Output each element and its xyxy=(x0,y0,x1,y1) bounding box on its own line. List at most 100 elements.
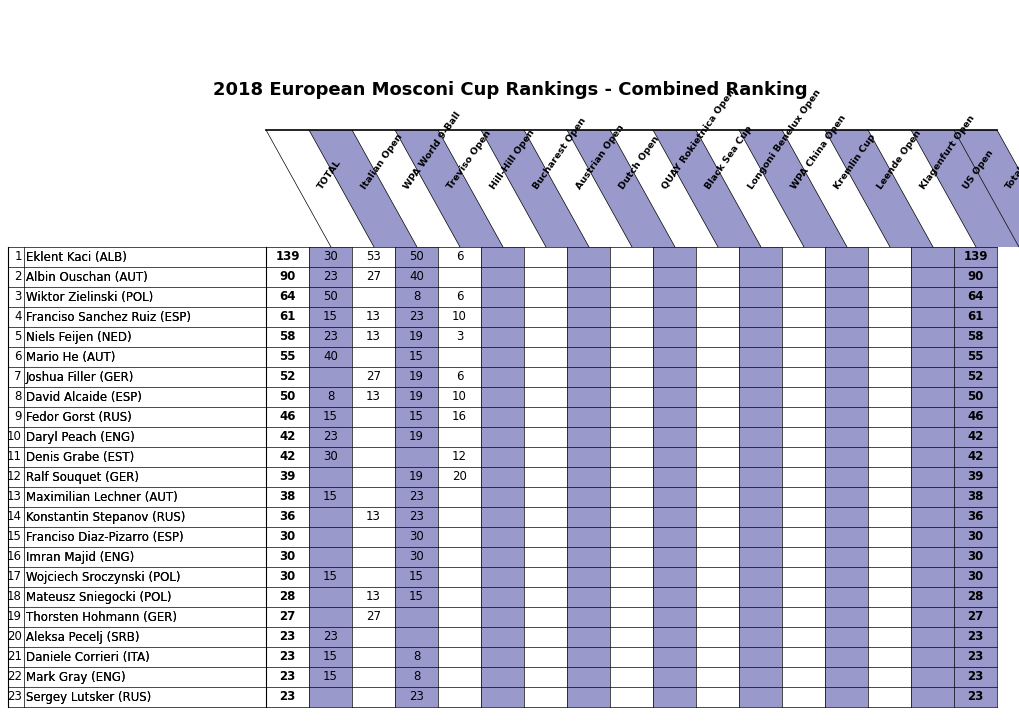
Text: 15: 15 xyxy=(409,350,424,363)
Text: 16: 16 xyxy=(451,410,467,423)
Text: 27: 27 xyxy=(366,611,381,624)
Text: 1: 1 xyxy=(14,250,22,263)
Text: 10: 10 xyxy=(451,311,467,324)
Text: Ralf Souquet (GER): Ralf Souquet (GER) xyxy=(25,471,139,484)
Text: 52: 52 xyxy=(279,371,296,384)
Text: Mark Gray (ENG): Mark Gray (ENG) xyxy=(25,671,125,684)
Text: 18: 18 xyxy=(7,590,22,603)
Text: 28: 28 xyxy=(279,590,296,603)
Text: 61: 61 xyxy=(966,311,982,324)
Text: 20: 20 xyxy=(7,630,22,644)
Text: Daryl Peach (ENG): Daryl Peach (ENG) xyxy=(25,430,135,443)
Text: 58: 58 xyxy=(279,330,296,343)
Text: TOTAL: TOTAL xyxy=(316,158,342,191)
Text: 42: 42 xyxy=(279,430,296,443)
Polygon shape xyxy=(953,130,1019,247)
Text: 23: 23 xyxy=(279,691,296,704)
Text: 40: 40 xyxy=(323,350,337,363)
Text: 90: 90 xyxy=(966,270,982,283)
Text: 6: 6 xyxy=(455,371,463,384)
Text: 16: 16 xyxy=(7,551,22,564)
Text: 23: 23 xyxy=(966,630,982,644)
Text: Daniele Corrieri (ITA): Daniele Corrieri (ITA) xyxy=(25,650,150,663)
Text: 15: 15 xyxy=(323,671,337,684)
Text: 10: 10 xyxy=(451,391,467,404)
Polygon shape xyxy=(652,130,760,247)
Bar xyxy=(910,247,953,707)
Text: Denis Grabe (EST): Denis Grabe (EST) xyxy=(25,451,135,464)
Text: 46: 46 xyxy=(279,410,296,423)
Text: 28: 28 xyxy=(966,590,982,603)
Text: 15: 15 xyxy=(323,570,337,583)
Polygon shape xyxy=(481,130,588,247)
Text: 27: 27 xyxy=(366,371,381,384)
Text: 52: 52 xyxy=(966,371,982,384)
Text: 39: 39 xyxy=(966,471,982,484)
Polygon shape xyxy=(739,130,846,247)
Text: Klagenfurt Open: Klagenfurt Open xyxy=(917,114,975,191)
Text: Joshua Filler (GER): Joshua Filler (GER) xyxy=(25,371,135,384)
Text: 23: 23 xyxy=(323,630,337,644)
Text: Maximilian Lechner (AUT): Maximilian Lechner (AUT) xyxy=(25,490,177,503)
Text: 8: 8 xyxy=(14,391,22,404)
Text: 23: 23 xyxy=(279,650,296,663)
Text: 13: 13 xyxy=(366,330,380,343)
Text: 19: 19 xyxy=(409,391,424,404)
Text: Black Sea Cup: Black Sea Cup xyxy=(703,124,753,191)
Text: Eklent Kaci (ALB): Eklent Kaci (ALB) xyxy=(25,250,126,263)
Text: 23: 23 xyxy=(966,691,982,704)
Text: Mateusz Sniegocki (POL): Mateusz Sniegocki (POL) xyxy=(25,590,171,603)
Text: 6: 6 xyxy=(455,250,463,263)
Text: 3: 3 xyxy=(14,291,22,304)
Text: David Alcaide (ESP): David Alcaide (ESP) xyxy=(25,391,142,404)
Text: Konstantin Stepanov (RUS): Konstantin Stepanov (RUS) xyxy=(25,510,185,523)
Text: 50: 50 xyxy=(279,391,296,404)
Text: Denis Grabe (EST): Denis Grabe (EST) xyxy=(25,451,135,464)
Text: 30: 30 xyxy=(323,250,337,263)
Text: 2: 2 xyxy=(14,270,22,283)
Text: Bucharest Open: Bucharest Open xyxy=(531,116,587,191)
Text: Total: Total xyxy=(1004,164,1019,191)
Text: David Alcaide (ESP): David Alcaide (ESP) xyxy=(25,391,142,404)
Text: Franciso Sanchez Ruiz (ESP): Franciso Sanchez Ruiz (ESP) xyxy=(25,311,191,324)
Text: 14: 14 xyxy=(7,510,22,523)
Text: 12: 12 xyxy=(7,471,22,484)
Text: 64: 64 xyxy=(966,291,982,304)
Text: 15: 15 xyxy=(409,410,424,423)
Text: 50: 50 xyxy=(323,291,337,304)
Bar xyxy=(652,247,695,707)
Text: 15: 15 xyxy=(323,650,337,663)
Text: 13: 13 xyxy=(366,590,380,603)
Text: Maximilian Lechner (AUT): Maximilian Lechner (AUT) xyxy=(25,490,177,503)
Bar xyxy=(567,247,609,707)
Text: Mario He (AUT): Mario He (AUT) xyxy=(25,350,115,363)
Text: Kremlin Cup: Kremlin Cup xyxy=(832,133,876,191)
Text: 50: 50 xyxy=(409,250,424,263)
Text: 4: 4 xyxy=(14,311,22,324)
Text: 12: 12 xyxy=(451,451,467,464)
Text: Longoni Benelux Open: Longoni Benelux Open xyxy=(746,88,821,191)
Polygon shape xyxy=(309,130,417,247)
Text: 38: 38 xyxy=(966,490,982,503)
Text: 8: 8 xyxy=(413,291,420,304)
Text: Aleksa Pecelj (SRB): Aleksa Pecelj (SRB) xyxy=(25,630,140,644)
Text: 13: 13 xyxy=(366,311,380,324)
Text: 53: 53 xyxy=(366,250,380,263)
Text: Fedor Gorst (RUS): Fedor Gorst (RUS) xyxy=(25,410,131,423)
Bar xyxy=(739,247,782,707)
Text: Eklent Kaci (ALB): Eklent Kaci (ALB) xyxy=(25,250,126,263)
Text: 58: 58 xyxy=(966,330,982,343)
Text: 19: 19 xyxy=(409,371,424,384)
Text: Hill-Hill Open: Hill-Hill Open xyxy=(488,128,536,191)
Text: 23: 23 xyxy=(323,270,337,283)
Text: Imran Majid (ENG): Imran Majid (ENG) xyxy=(25,551,135,564)
Text: 23: 23 xyxy=(409,691,424,704)
Text: 19: 19 xyxy=(7,611,22,624)
Text: 36: 36 xyxy=(966,510,982,523)
Polygon shape xyxy=(567,130,675,247)
Text: 6: 6 xyxy=(455,291,463,304)
Text: Ralf Souquet (GER): Ralf Souquet (GER) xyxy=(25,471,139,484)
Text: 20: 20 xyxy=(451,471,467,484)
Text: Wojciech Sroczynski (POL): Wojciech Sroczynski (POL) xyxy=(25,570,180,583)
Text: 139: 139 xyxy=(962,250,986,263)
